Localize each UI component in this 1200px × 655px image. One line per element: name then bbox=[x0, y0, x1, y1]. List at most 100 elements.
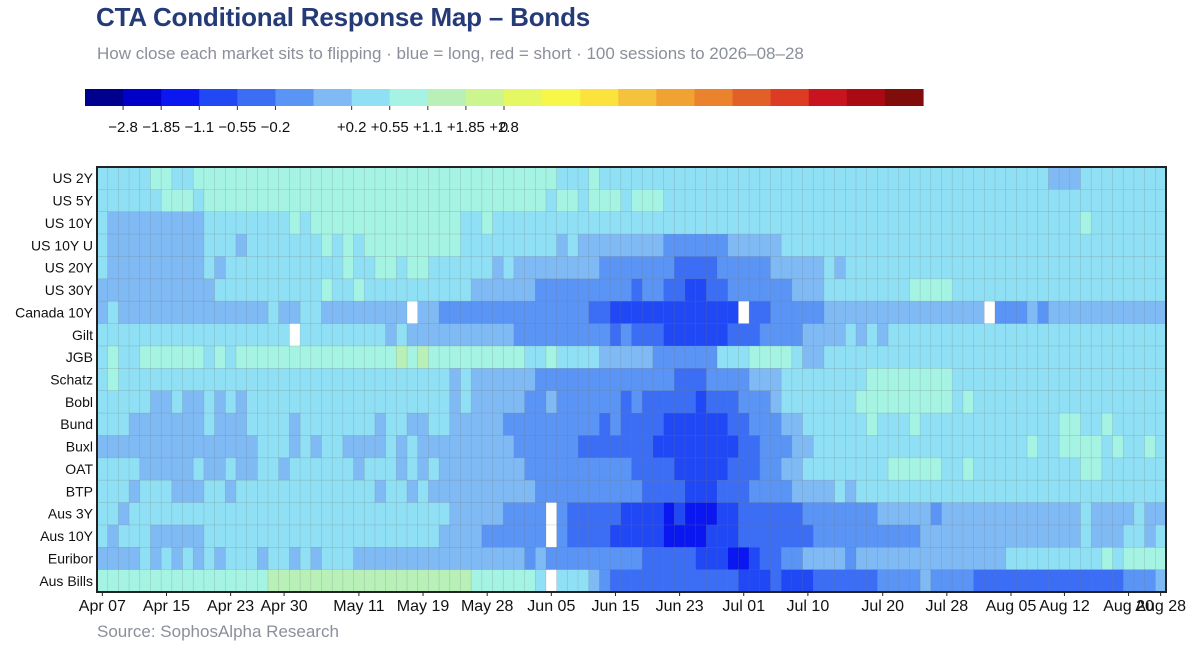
heatmap-cell bbox=[663, 569, 675, 593]
heatmap-cell bbox=[759, 524, 771, 548]
heatmap-cell bbox=[1037, 345, 1049, 369]
heatmap-cell bbox=[1112, 368, 1124, 392]
heatmap-cell bbox=[834, 345, 846, 369]
heatmap-cell bbox=[781, 256, 793, 280]
heatmap-cell bbox=[321, 413, 333, 436]
heatmap-cell bbox=[684, 457, 697, 481]
heatmap-cell bbox=[460, 457, 472, 481]
heatmap-cell bbox=[1101, 480, 1113, 503]
heatmap-cell bbox=[449, 435, 461, 459]
heatmap-cell bbox=[952, 390, 964, 414]
heatmap-cell bbox=[599, 211, 611, 235]
heatmap-cell bbox=[813, 480, 825, 503]
heatmap-cell bbox=[449, 234, 461, 257]
heatmap-cell bbox=[994, 189, 1007, 213]
row-label: US 10Y bbox=[45, 215, 94, 231]
heatmap-cell bbox=[246, 301, 258, 324]
heatmap-cell bbox=[855, 234, 868, 257]
x-tick-label: Jul 20 bbox=[861, 598, 904, 615]
heatmap-cell bbox=[920, 457, 932, 481]
heatmap-cell bbox=[193, 167, 205, 190]
heatmap-cell bbox=[203, 345, 215, 369]
heatmap-cell bbox=[535, 569, 547, 593]
heatmap-cell bbox=[460, 345, 472, 369]
heatmap-cell bbox=[578, 323, 590, 347]
heatmap-cell bbox=[481, 368, 493, 392]
heatmap-cell bbox=[1112, 502, 1124, 526]
heatmap-cell bbox=[471, 569, 483, 593]
heatmap-cell bbox=[684, 301, 697, 324]
heatmap-cell bbox=[321, 502, 333, 526]
heatmap-cell bbox=[139, 480, 151, 503]
heatmap-cell bbox=[1144, 547, 1156, 571]
heatmap-cell bbox=[973, 234, 985, 257]
heatmap-cell bbox=[855, 167, 868, 190]
heatmap-cell bbox=[278, 413, 290, 436]
heatmap-cell bbox=[342, 502, 354, 526]
heatmap-cell bbox=[920, 323, 932, 347]
heatmap-cell bbox=[663, 256, 675, 280]
heatmap-cell bbox=[1059, 368, 1071, 392]
heatmap-cell bbox=[855, 457, 868, 481]
heatmap-cell bbox=[310, 569, 322, 593]
heatmap-cell bbox=[364, 413, 376, 436]
heatmap-cell bbox=[364, 480, 376, 503]
heatmap-cell bbox=[513, 547, 525, 571]
heatmap-cell bbox=[588, 234, 600, 257]
heatmap-cell bbox=[1155, 211, 1167, 235]
heatmap-cell bbox=[193, 502, 205, 526]
heatmap-cell bbox=[1016, 524, 1028, 548]
heatmap-cell bbox=[1112, 256, 1124, 280]
heatmap-cell bbox=[791, 524, 803, 548]
heatmap-cell bbox=[706, 547, 718, 571]
heatmap-cell bbox=[909, 323, 921, 347]
heatmap-cell bbox=[439, 547, 451, 571]
heatmap-cell bbox=[845, 547, 857, 571]
heatmap-cell bbox=[1080, 189, 1092, 213]
heatmap-cell bbox=[107, 301, 119, 324]
heatmap-cell bbox=[834, 167, 846, 190]
heatmap-cell bbox=[460, 256, 472, 280]
heatmap-cell bbox=[631, 569, 643, 593]
colorbar-tick-label: −0.55 bbox=[218, 119, 256, 136]
heatmap-cell bbox=[171, 413, 183, 436]
heatmap-cell bbox=[513, 211, 525, 235]
heatmap-cell bbox=[813, 547, 825, 571]
heatmap-cell bbox=[941, 480, 953, 503]
heatmap-cell bbox=[385, 167, 397, 190]
heatmap-cell bbox=[802, 211, 814, 235]
heatmap-cell bbox=[407, 278, 419, 302]
heatmap-cell bbox=[1005, 524, 1017, 548]
heatmap-cell bbox=[962, 480, 974, 503]
heatmap-cell bbox=[1048, 502, 1060, 526]
heatmap-cell bbox=[1123, 413, 1135, 436]
heatmap-cell bbox=[1027, 345, 1039, 369]
heatmap-cell bbox=[1144, 234, 1156, 257]
heatmap-cell bbox=[631, 457, 643, 481]
row-label: Gilt bbox=[72, 327, 93, 343]
heatmap-cell bbox=[791, 234, 803, 257]
heatmap-cell bbox=[150, 547, 162, 571]
heatmap-cell bbox=[97, 301, 109, 324]
heatmap-cell bbox=[1059, 256, 1071, 280]
heatmap-cell bbox=[439, 167, 451, 190]
heatmap-cell bbox=[588, 480, 600, 503]
heatmap-cell bbox=[620, 480, 632, 503]
heatmap-cell bbox=[364, 234, 376, 257]
heatmap-cell bbox=[738, 323, 750, 347]
heatmap-cell bbox=[770, 323, 782, 347]
x-tick-label: Apr 07 bbox=[79, 598, 126, 615]
heatmap-cell bbox=[268, 368, 280, 392]
heatmap-cell bbox=[1101, 167, 1113, 190]
heatmap-cell bbox=[770, 234, 782, 257]
heatmap-cell bbox=[973, 256, 985, 280]
heatmap-cell bbox=[588, 413, 600, 436]
x-tick-label: Aug 12 bbox=[1039, 598, 1090, 615]
heatmap-cell bbox=[513, 368, 525, 392]
heatmap-cell bbox=[1112, 323, 1124, 347]
heatmap-cell bbox=[962, 547, 974, 571]
heatmap-cell bbox=[952, 502, 964, 526]
heatmap-cell bbox=[150, 480, 162, 503]
heatmap-cell bbox=[513, 569, 525, 593]
heatmap-cell bbox=[1005, 323, 1017, 347]
